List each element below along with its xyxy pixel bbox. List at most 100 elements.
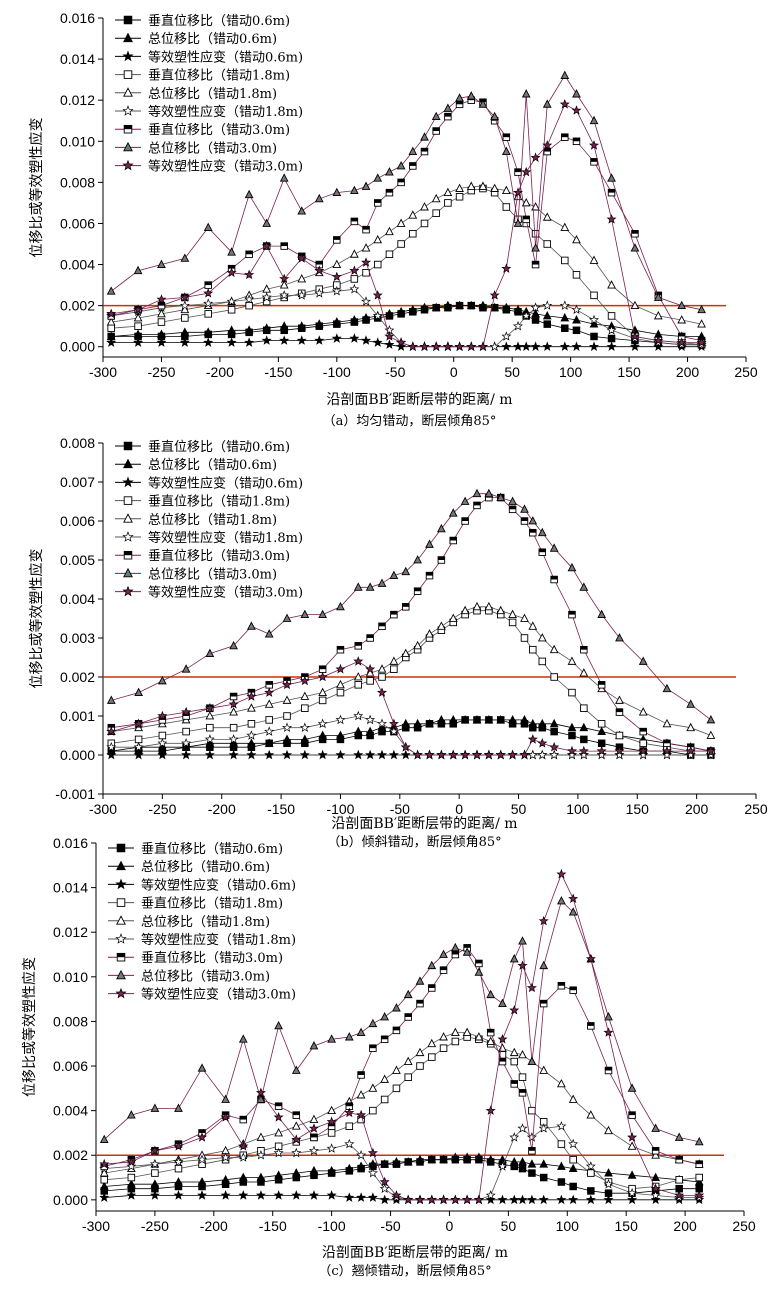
data-point <box>550 727 558 736</box>
data-point <box>639 739 647 748</box>
data-point <box>674 1132 684 1141</box>
legend-marker-half <box>117 953 125 958</box>
data-point-half <box>587 1022 595 1026</box>
data-point <box>528 621 538 630</box>
data-point <box>426 1194 437 1205</box>
x-tick-label: 50 <box>501 1218 517 1234</box>
y-tick-label: 0.006 <box>60 215 95 231</box>
legend-label: 总位移比（错动3.0m) <box>141 969 270 984</box>
y-tick-label: 0.006 <box>60 513 95 529</box>
data-point <box>281 679 293 690</box>
data-point <box>279 335 290 345</box>
data-point <box>477 341 488 352</box>
data-point <box>401 566 411 576</box>
data-point <box>501 331 512 341</box>
data-point <box>106 317 116 326</box>
data-point <box>400 741 411 752</box>
data-point <box>478 99 488 108</box>
data-point <box>486 989 496 999</box>
data-point <box>676 337 687 347</box>
data-point <box>413 555 423 564</box>
legend-marker <box>116 915 126 925</box>
data-point <box>181 749 192 760</box>
data-point <box>527 734 538 744</box>
data-point <box>425 718 434 728</box>
data-point <box>353 710 364 721</box>
data-point <box>309 1165 319 1175</box>
data-point <box>174 1177 183 1186</box>
data-point <box>332 259 342 268</box>
data-point <box>512 341 524 352</box>
y-tick-label: 0.004 <box>60 257 95 273</box>
data-point-half <box>283 677 291 681</box>
series-1 <box>107 716 715 759</box>
data-point <box>404 1073 412 1081</box>
data-point-half <box>631 230 639 234</box>
data-point <box>443 187 453 197</box>
data-point <box>543 240 552 248</box>
legend-marker <box>123 513 133 523</box>
data-point <box>685 745 696 756</box>
data-point-half <box>432 127 440 131</box>
data-point <box>157 329 166 338</box>
data-point <box>443 300 453 310</box>
data-point <box>380 1012 390 1021</box>
data-point <box>318 696 327 705</box>
y-tick-label: 0.002 <box>60 669 95 685</box>
data-point <box>627 1141 637 1150</box>
data-point <box>497 1034 508 1044</box>
data-point <box>485 1105 496 1115</box>
data-point <box>244 269 255 280</box>
x-axis-label: 沿剖面BB′距断层带的距离/ m <box>322 1244 508 1261</box>
figure-caption: （b）倾斜错动，断层倾角85° <box>327 835 501 850</box>
data-point <box>607 173 616 182</box>
data-point <box>571 341 582 352</box>
data-point-half <box>590 158 598 162</box>
data-point <box>579 582 589 591</box>
data-point-half <box>532 261 539 265</box>
data-point <box>377 664 387 673</box>
data-point <box>403 989 413 999</box>
data-point <box>509 1157 519 1166</box>
data-point <box>246 691 257 701</box>
data-point <box>336 688 345 697</box>
data-point-half <box>598 681 605 685</box>
data-point <box>385 226 394 236</box>
data-point <box>677 315 687 324</box>
data-point <box>365 726 375 736</box>
data-point <box>531 202 540 211</box>
data-point <box>227 305 236 314</box>
x-tick-label: 50 <box>511 801 527 817</box>
data-point <box>539 1173 548 1182</box>
data-point <box>291 1190 302 1200</box>
data-point <box>332 187 342 197</box>
legend-marker <box>123 458 133 469</box>
data-point <box>246 730 257 740</box>
data-point <box>462 1194 473 1205</box>
data-point <box>221 1174 230 1184</box>
data-point <box>560 313 570 322</box>
data-point <box>614 745 625 756</box>
data-point <box>282 613 292 622</box>
data-point <box>508 714 517 724</box>
data-point <box>180 253 190 262</box>
data-point <box>274 1170 283 1179</box>
data-point <box>349 265 360 276</box>
data-point <box>604 1168 613 1177</box>
series-6 <box>99 1121 705 1205</box>
legend-label: 等效塑性应变（错动1.8m) <box>148 530 303 546</box>
data-point <box>557 1178 566 1186</box>
series-line <box>104 1032 700 1174</box>
data-point <box>264 749 275 760</box>
data-point-half <box>362 226 370 230</box>
data-point <box>180 304 190 314</box>
data-point <box>566 745 578 756</box>
data-point <box>309 1041 319 1050</box>
data-point-half <box>397 179 405 183</box>
legend-label: 垂直位移比（错动3.0m) <box>148 549 290 564</box>
legend: 垂直位移比（错动0.6m) 总位移比（错动0.6m) 等效塑性应变（错动0.6m) 垂… <box>115 14 303 175</box>
data-point <box>205 711 215 720</box>
data-point <box>203 222 213 231</box>
data-point <box>204 749 215 760</box>
data-point <box>126 1110 136 1119</box>
